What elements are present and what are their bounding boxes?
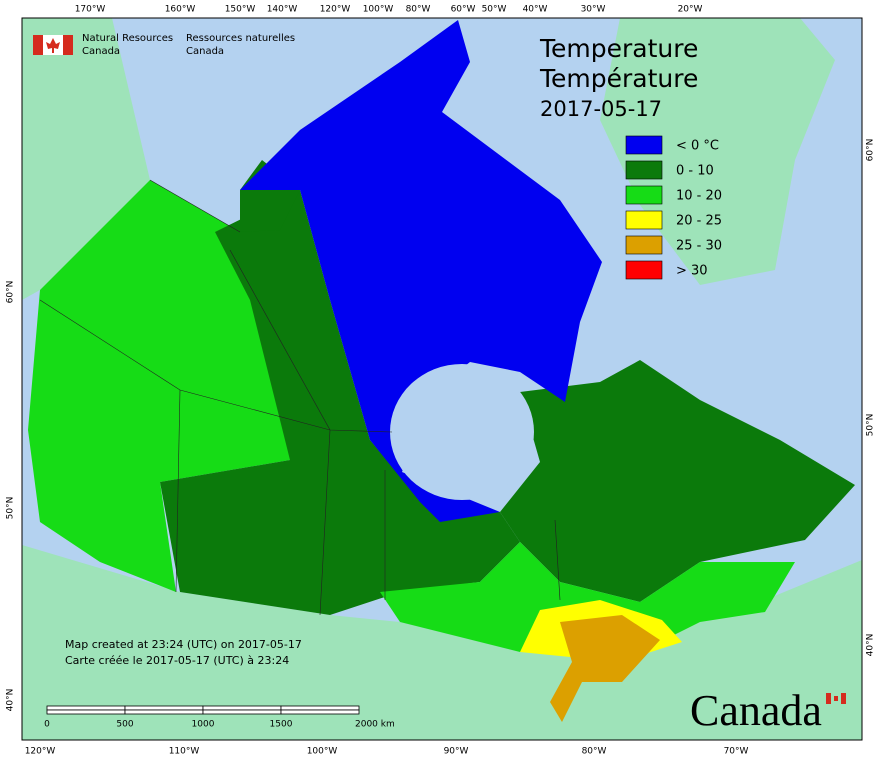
scale-segment	[46, 709, 126, 715]
flag-bar	[33, 35, 43, 55]
top-axis-label: 80°W	[406, 5, 431, 15]
legend-swatch	[625, 185, 663, 205]
boundaries	[39, 299, 393, 433]
arctic-freezing	[240, 20, 602, 522]
scale-segment	[124, 705, 204, 711]
legend-swatch	[625, 210, 663, 230]
scale-segment	[124, 709, 204, 715]
legend-swatch	[625, 160, 663, 180]
scale-label: 0	[44, 720, 50, 730]
top-axis-label: 30°W	[581, 5, 606, 15]
wordmark-flag	[826, 693, 846, 704]
bottom-axis-label: 120°W	[25, 747, 56, 757]
left-axis-label: 40°N	[6, 689, 16, 712]
legend-label: > 30	[676, 264, 708, 279]
south-hotter	[550, 615, 660, 722]
scale-label: 1500	[270, 720, 293, 730]
footer-text: Map created at 23:24 (UTC) on 2017-05-17	[65, 638, 302, 651]
legend-label: 25 - 30	[676, 239, 722, 254]
boundaries	[149, 179, 241, 233]
top-axis-label: 50°W	[482, 5, 507, 15]
maple-leaf	[46, 38, 60, 53]
legend-swatch	[625, 135, 663, 155]
legend-swatch	[625, 260, 663, 280]
bottom-axis-label: 90°W	[444, 747, 469, 757]
legend-label: < 0 °C	[676, 139, 719, 154]
top-axis-label: 20°W	[678, 5, 703, 15]
flag-bar	[841, 693, 846, 704]
flag-bar	[826, 693, 831, 704]
top-axis-label: 100°W	[363, 5, 394, 15]
right-axis-label: 60°N	[866, 139, 876, 162]
nrcan-signature: Natural Resources Canada Ressources natu…	[33, 33, 295, 57]
usa	[22, 545, 862, 740]
scale-bar: 0 500 1000 1500 2000 km	[44, 705, 395, 730]
header-text: Ressources naturelles	[186, 33, 295, 44]
bottom-axis-label: 110°W	[169, 747, 200, 757]
maple-leaf	[834, 696, 838, 701]
south-warm	[380, 542, 795, 652]
west-warm	[28, 180, 300, 592]
alaska	[22, 18, 150, 300]
top-axis-label: 160°W	[165, 5, 196, 15]
scale-label: 500	[116, 720, 133, 730]
scale-label: 2000 km	[355, 720, 395, 730]
legend-label: 20 - 25	[676, 214, 722, 229]
scale-segment	[46, 705, 126, 711]
right-axis-label: 40°N	[866, 634, 876, 657]
header-text: Canada	[82, 46, 120, 57]
left-axis-label: 60°N	[6, 281, 16, 304]
header-text: Natural Resources	[82, 33, 173, 44]
scale-label: 1000	[192, 720, 215, 730]
top-axis-label: 140°W	[267, 5, 298, 15]
top-axis-label: 40°W	[523, 5, 548, 15]
map-body	[22, 18, 862, 740]
scale-segment	[280, 705, 360, 711]
scale-segment	[202, 709, 282, 715]
wordmark: Canada	[690, 686, 822, 735]
title: Température	[539, 64, 698, 93]
hudson-bay	[390, 364, 534, 500]
left-axis-label: 50°N	[6, 497, 16, 520]
footer-text: Carte créée le 2017-05-17 (UTC) à 23:24	[65, 654, 289, 667]
legend: < 0 °C 0 - 10 10 - 20 20 - 25 25 - 30 > 30	[625, 135, 722, 280]
flag-bar	[63, 35, 73, 55]
bottom-axis-label: 80°W	[582, 747, 607, 757]
legend-swatch	[625, 235, 663, 255]
title: Temperature	[539, 34, 698, 63]
boundaries	[554, 519, 561, 601]
top-axis-label: 150°W	[225, 5, 256, 15]
top-axis-label: 170°W	[75, 5, 106, 15]
legend-label: 0 - 10	[676, 164, 714, 179]
right-axis-label: 50°N	[866, 414, 876, 437]
top-axis-label: 60°W	[451, 5, 476, 15]
map-frame	[21, 17, 863, 741]
graticule-labels: 170°W 160°W 150°W 140°W 120°W 100°W 80°W 60°W 50…	[6, 5, 876, 757]
header-text: Canada	[186, 46, 224, 57]
title-date: 2017-05-17	[540, 97, 662, 121]
bottom-axis-label: 100°W	[307, 747, 338, 757]
quebec-cool	[500, 360, 855, 602]
scale-segment	[280, 709, 360, 715]
scale-segment	[202, 705, 282, 711]
top-axis-label: 120°W	[320, 5, 351, 15]
bottom-axis-label: 70°W	[724, 747, 749, 757]
legend-label: 10 - 20	[676, 189, 722, 204]
boundaries	[175, 389, 181, 593]
